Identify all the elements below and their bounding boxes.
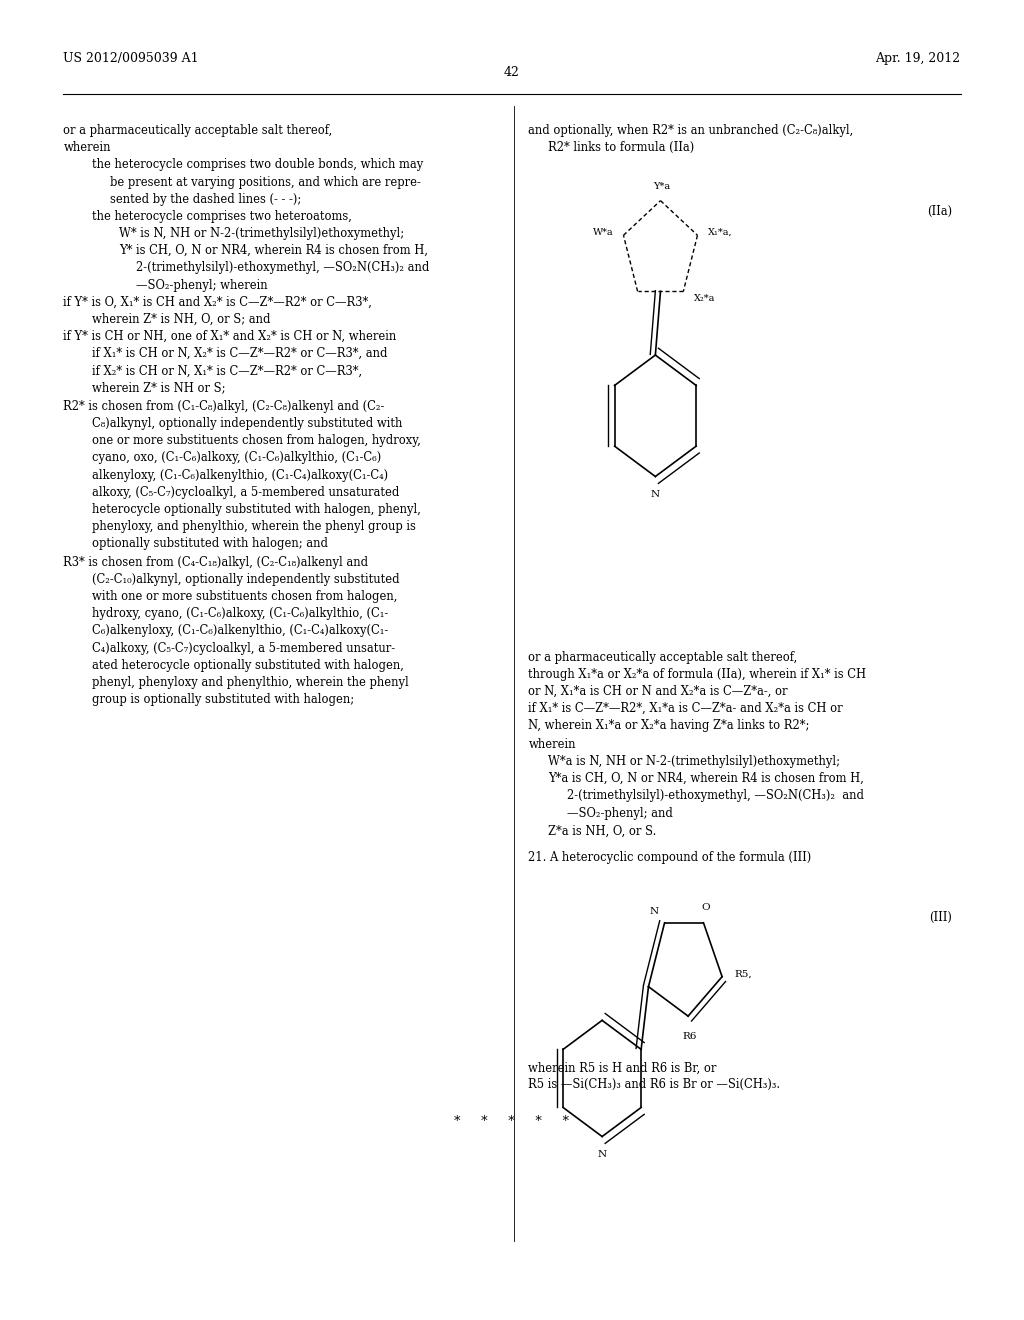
Text: (III): (III) — [930, 911, 952, 924]
Text: if Y* is O, X₁* is CH and X₂* is C—Z*—R2* or C—R3*,: if Y* is O, X₁* is CH and X₂* is C—Z*—R2… — [63, 296, 373, 309]
Text: wherein R5 is H and R6 is Br, or: wherein R5 is H and R6 is Br, or — [528, 1061, 717, 1074]
Text: optionally substituted with halogen; and: optionally substituted with halogen; and — [92, 537, 328, 550]
Text: C₈)alkynyl, optionally independently substituted with: C₈)alkynyl, optionally independently sub… — [92, 417, 402, 430]
Text: the heterocycle comprises two double bonds, which may: the heterocycle comprises two double bon… — [92, 158, 423, 172]
Text: wherein: wherein — [63, 141, 111, 154]
Text: Y*a is CH, O, N or NR4, wherein R4 is chosen from H,: Y*a is CH, O, N or NR4, wherein R4 is ch… — [548, 772, 863, 785]
Text: 2-(trimethylsilyl)-ethoxymethyl, —SO₂N(CH₃)₂  and: 2-(trimethylsilyl)-ethoxymethyl, —SO₂N(C… — [567, 789, 864, 803]
Text: with one or more substituents chosen from halogen,: with one or more substituents chosen fro… — [92, 590, 397, 603]
Text: Z*a is NH, O, or S.: Z*a is NH, O, or S. — [548, 825, 656, 838]
Text: wherein Z* is NH or S;: wherein Z* is NH or S; — [92, 381, 225, 395]
Text: group is optionally substituted with halogen;: group is optionally substituted with hal… — [92, 693, 354, 706]
Text: (C₂-C₁₀)alkynyl, optionally independently substituted: (C₂-C₁₀)alkynyl, optionally independentl… — [92, 573, 399, 586]
Text: R3* is chosen from (C₄-C₁₈)alkyl, (C₂-C₁₈)alkenyl and: R3* is chosen from (C₄-C₁₈)alkyl, (C₂-C₁… — [63, 556, 369, 569]
Text: C₆)alkenyloxy, (C₁-C₆)alkenylthio, (C₁-C₄)alkoxy(C₁-: C₆)alkenyloxy, (C₁-C₆)alkenylthio, (C₁-C… — [92, 624, 388, 638]
Text: N: N — [651, 490, 659, 499]
Text: Y*a: Y*a — [653, 182, 670, 191]
Text: N: N — [649, 907, 658, 916]
Text: hydroxy, cyano, (C₁-C₆)alkoxy, (C₁-C₆)alkylthio, (C₁-: hydroxy, cyano, (C₁-C₆)alkoxy, (C₁-C₆)al… — [92, 607, 388, 620]
Text: O: O — [701, 903, 710, 912]
Text: US 2012/0095039 A1: US 2012/0095039 A1 — [63, 51, 199, 65]
Text: if X₁* is CH or N, X₂* is C—Z*—R2* or C—R3*, and: if X₁* is CH or N, X₂* is C—Z*—R2* or C—… — [92, 347, 388, 360]
Text: R2* links to formula (IIa): R2* links to formula (IIa) — [548, 141, 694, 154]
Text: X₂*a: X₂*a — [693, 294, 715, 304]
Text: or a pharmaceutically acceptable salt thereof,: or a pharmaceutically acceptable salt th… — [63, 124, 333, 137]
Text: wherein Z* is NH, O, or S; and: wherein Z* is NH, O, or S; and — [92, 313, 270, 326]
Text: —SO₂-phenyl; and: —SO₂-phenyl; and — [567, 807, 673, 820]
Text: N: N — [598, 1150, 606, 1159]
Text: through X₁*a or X₂*a of formula (IIa), wherein if X₁* is CH: through X₁*a or X₂*a of formula (IIa), w… — [528, 668, 866, 681]
Text: if X₁* is C—Z*—R2*, X₁*a is C—Z*a- and X₂*a is CH or: if X₁* is C—Z*—R2*, X₁*a is C—Z*a- and X… — [528, 702, 843, 715]
Text: ated heterocycle optionally substituted with halogen,: ated heterocycle optionally substituted … — [92, 659, 404, 672]
Text: phenyl, phenyloxy and phenylthio, wherein the phenyl: phenyl, phenyloxy and phenylthio, wherei… — [92, 676, 409, 689]
Text: alkoxy, (C₅-C₇)cycloalkyl, a 5-membered unsaturated: alkoxy, (C₅-C₇)cycloalkyl, a 5-membered … — [92, 486, 399, 499]
Text: wherein: wherein — [528, 738, 575, 751]
Text: or N, X₁*a is CH or N and X₂*a is C—Z*a-, or: or N, X₁*a is CH or N and X₂*a is C—Z*a-… — [528, 685, 787, 698]
Text: X₁*a,: X₁*a, — [708, 228, 732, 238]
Text: R6: R6 — [683, 1032, 697, 1041]
Text: N, wherein X₁*a or X₂*a having Z*a links to R2*;: N, wherein X₁*a or X₂*a having Z*a links… — [528, 719, 810, 733]
Text: Apr. 19, 2012: Apr. 19, 2012 — [876, 51, 961, 65]
Text: Y* is CH, O, N or NR4, wherein R4 is chosen from H,: Y* is CH, O, N or NR4, wherein R4 is cho… — [119, 244, 428, 257]
Text: R5 is —Si(CH₃)₃ and R6 is Br or —Si(CH₃)₃.: R5 is —Si(CH₃)₃ and R6 is Br or —Si(CH₃)… — [528, 1078, 780, 1092]
Text: W* is N, NH or N-2-(trimethylsilyl)ethoxymethyl;: W* is N, NH or N-2-(trimethylsilyl)ethox… — [119, 227, 403, 240]
Text: —SO₂-phenyl; wherein: —SO₂-phenyl; wherein — [136, 279, 268, 292]
Text: be present at varying positions, and which are repre-: be present at varying positions, and whi… — [110, 176, 421, 189]
Text: 21. A heterocyclic compound of the formula (III): 21. A heterocyclic compound of the formu… — [528, 851, 812, 865]
Text: and optionally, when R2* is an unbranched (C₂-C₈)alkyl,: and optionally, when R2* is an unbranche… — [528, 124, 854, 137]
Text: W*a: W*a — [593, 228, 613, 238]
Text: (IIa): (IIa) — [927, 205, 952, 218]
Text: R5,: R5, — [734, 969, 752, 978]
Text: the heterocycle comprises two heteroatoms,: the heterocycle comprises two heteroatom… — [92, 210, 352, 223]
Text: R2* is chosen from (C₁-C₈)alkyl, (C₂-C₈)alkenyl and (C₂-: R2* is chosen from (C₁-C₈)alkyl, (C₂-C₈)… — [63, 400, 385, 413]
Text: or a pharmaceutically acceptable salt thereof,: or a pharmaceutically acceptable salt th… — [528, 651, 798, 664]
Text: one or more substituents chosen from halogen, hydroxy,: one or more substituents chosen from hal… — [92, 434, 421, 447]
Text: heterocycle optionally substituted with halogen, phenyl,: heterocycle optionally substituted with … — [92, 503, 421, 516]
Text: 2-(trimethylsilyl)-ethoxymethyl, —SO₂N(CH₃)₂ and: 2-(trimethylsilyl)-ethoxymethyl, —SO₂N(C… — [136, 261, 429, 275]
Text: sented by the dashed lines (- - -);: sented by the dashed lines (- - -); — [110, 193, 301, 206]
Text: W*a is N, NH or N-2-(trimethylsilyl)ethoxymethyl;: W*a is N, NH or N-2-(trimethylsilyl)etho… — [548, 755, 840, 768]
Text: alkenyloxy, (C₁-C₆)alkenylthio, (C₁-C₄)alkoxy(C₁-C₄): alkenyloxy, (C₁-C₆)alkenylthio, (C₁-C₄)a… — [92, 469, 388, 482]
Text: *     *     *     *     *: * * * * * — [455, 1115, 569, 1129]
Text: if X₂* is CH or N, X₁* is C—Z*—R2* or C—R3*,: if X₂* is CH or N, X₁* is C—Z*—R2* or C—… — [92, 364, 362, 378]
Text: 42: 42 — [504, 66, 520, 79]
Text: phenyloxy, and phenylthio, wherein the phenyl group is: phenyloxy, and phenylthio, wherein the p… — [92, 520, 416, 533]
Text: if Y* is CH or NH, one of X₁* and X₂* is CH or N, wherein: if Y* is CH or NH, one of X₁* and X₂* is… — [63, 330, 396, 343]
Text: C₄)alkoxy, (C₅-C₇)cycloalkyl, a 5-membered unsatur-: C₄)alkoxy, (C₅-C₇)cycloalkyl, a 5-member… — [92, 642, 395, 655]
Text: cyano, oxo, (C₁-C₆)alkoxy, (C₁-C₆)alkylthio, (C₁-C₆): cyano, oxo, (C₁-C₆)alkoxy, (C₁-C₆)alkylt… — [92, 451, 381, 465]
